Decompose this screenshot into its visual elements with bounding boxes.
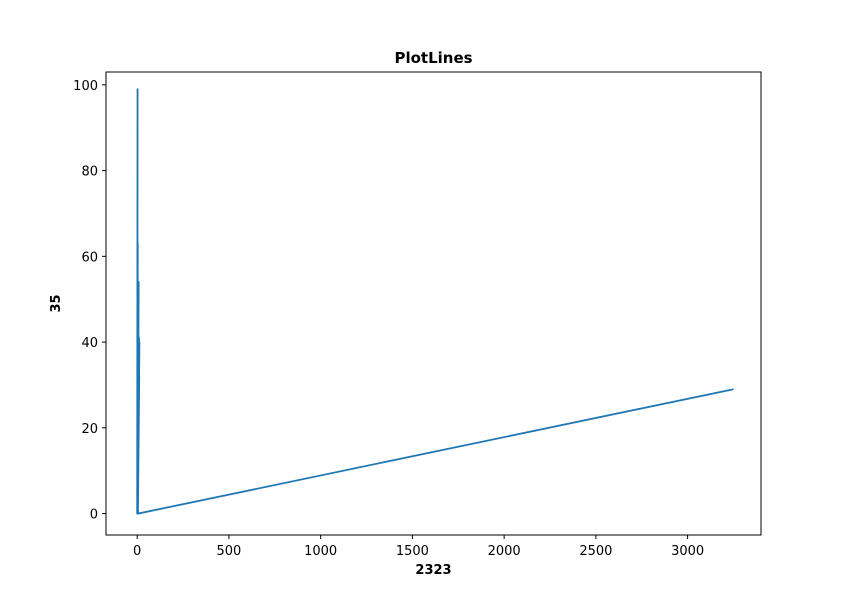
y-axis: 0 20 40 60 80 100 (73, 79, 106, 523)
x-axis: 0 500 1000 1500 2000 2500 3000 (133, 535, 704, 559)
x-tick-label: 2000 (488, 544, 521, 559)
x-tick-label: 1500 (396, 544, 429, 559)
y-tick-label: 40 (81, 336, 98, 351)
x-tick-label: 1000 (304, 544, 337, 559)
plot-frame (105, 71, 762, 536)
y-tick-label: 80 (81, 165, 98, 180)
x-tick-label: 3000 (671, 544, 704, 559)
y-tick-label: 100 (73, 79, 98, 94)
x-tick-label: 500 (217, 544, 242, 559)
y-tick-label: 0 (90, 508, 98, 523)
chart-title: PlotLines (394, 49, 472, 67)
series-line-1 (136, 88, 734, 515)
x-axis-title: 2323 (415, 563, 451, 578)
y-axis-title: 35 (49, 294, 64, 312)
x-tick-label: 0 (133, 544, 141, 559)
x-tick-label: 2500 (579, 544, 612, 559)
plot-area (136, 88, 734, 515)
y-tick-label: 60 (81, 250, 98, 265)
y-tick-label: 20 (81, 422, 98, 437)
